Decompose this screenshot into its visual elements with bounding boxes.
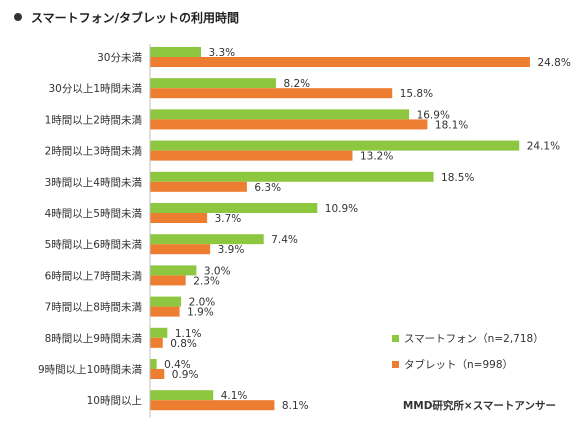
value-label-tablet: 3.7%: [215, 213, 242, 225]
value-label-tablet: 13.2%: [360, 151, 393, 163]
bar-smartphone: [150, 140, 520, 151]
category-label: 7時間以上8時間未満: [45, 302, 143, 314]
legend-swatch-smartphone: [392, 335, 399, 342]
value-label-smartphone: 18.5%: [441, 172, 474, 184]
category-label: 30分未満: [97, 52, 142, 64]
legend: スマートフォン（n=2,718） タブレット（n=998）: [392, 333, 544, 371]
bar-smartphone: [150, 359, 157, 369]
category-label: 1時間以上2時間未満: [45, 114, 143, 126]
bars-layer: 30分未満 3.3% 24.8% 30分以上1時間未満 8.2% 15.8% 1時間以上2時…: [38, 44, 571, 418]
value-label-tablet: 18.1%: [435, 119, 468, 131]
bar-tablet: [150, 306, 180, 317]
chart-title-row: スマートフォン/タブレットの利用時間: [14, 9, 239, 25]
title-bullet-icon: [14, 13, 22, 21]
value-label-smartphone: 16.9%: [417, 109, 450, 121]
bar-smartphone: [150, 171, 434, 182]
category-label: 3時間以上4時間未満: [45, 177, 143, 189]
value-label-tablet: 15.8%: [400, 88, 433, 100]
bar-tablet: [150, 119, 428, 130]
source-label: MMD研究所×スマートアンサー: [403, 399, 556, 412]
bar-tablet: [150, 150, 353, 161]
value-label-tablet: 0.9%: [172, 369, 199, 381]
value-label-smartphone: 1.1%: [175, 328, 202, 340]
bar-tablet: [150, 400, 275, 411]
category-label: 6時間以上7時間未満: [45, 270, 143, 282]
value-label-tablet: 8.1%: [282, 400, 309, 412]
value-label-tablet: 3.9%: [218, 244, 245, 256]
bar-tablet: [150, 369, 165, 379]
value-label-smartphone: 7.4%: [271, 234, 298, 246]
value-label-tablet: 24.8%: [537, 57, 570, 69]
legend-label-smartphone: スマートフォン（n=2,718）: [404, 333, 544, 345]
value-label-tablet: 1.9%: [187, 307, 214, 319]
value-label-tablet: 6.3%: [254, 182, 281, 194]
value-label-smartphone: 3.3%: [208, 47, 235, 59]
bar-smartphone: [150, 234, 264, 245]
value-label-tablet: 0.8%: [170, 338, 197, 350]
value-label-smartphone: 8.2%: [283, 78, 310, 90]
value-label-smartphone: 24.1%: [527, 141, 560, 153]
bar-smartphone: [150, 203, 318, 213]
bar-tablet: [150, 244, 211, 255]
category-label: 10時間以上: [87, 395, 142, 407]
value-label-tablet: 2.3%: [193, 275, 220, 287]
bar-tablet: [150, 337, 163, 348]
bar-tablet: [150, 275, 186, 286]
value-label-smartphone: 10.9%: [325, 203, 358, 215]
bar-smartphone: [150, 296, 182, 307]
bar-tablet: [150, 88, 393, 99]
bar-smartphone: [150, 327, 168, 338]
chart-title: スマートフォン/タブレットの利用時間: [31, 10, 240, 25]
legend-label-tablet: タブレット（n=998）: [404, 358, 513, 371]
legend-swatch-tablet: [392, 361, 399, 368]
category-label: 8時間以上9時間未満: [45, 333, 143, 345]
bar-tablet: [150, 57, 530, 67]
category-label: 2時間以上3時間未満: [45, 146, 143, 158]
bar-tablet: [150, 181, 247, 192]
value-label-smartphone: 0.4%: [164, 359, 191, 371]
category-label: 5時間以上6時間未満: [45, 239, 143, 251]
bar-smartphone: [150, 265, 197, 276]
bar-smartphone: [150, 109, 410, 120]
category-label: 9時間以上10時間未満: [38, 364, 143, 376]
value-label-smartphone: 4.1%: [221, 390, 248, 402]
value-label-smartphone: 2.0%: [189, 297, 216, 309]
bar-smartphone: [150, 78, 276, 89]
category-label: 4時間以上5時間未満: [45, 208, 143, 220]
bar-tablet: [150, 213, 208, 223]
category-label: 30分以上1時間未満: [48, 83, 142, 95]
bar-smartphone: [150, 390, 214, 401]
value-label-smartphone: 3.0%: [204, 265, 231, 277]
bar-smartphone: [150, 47, 201, 57]
